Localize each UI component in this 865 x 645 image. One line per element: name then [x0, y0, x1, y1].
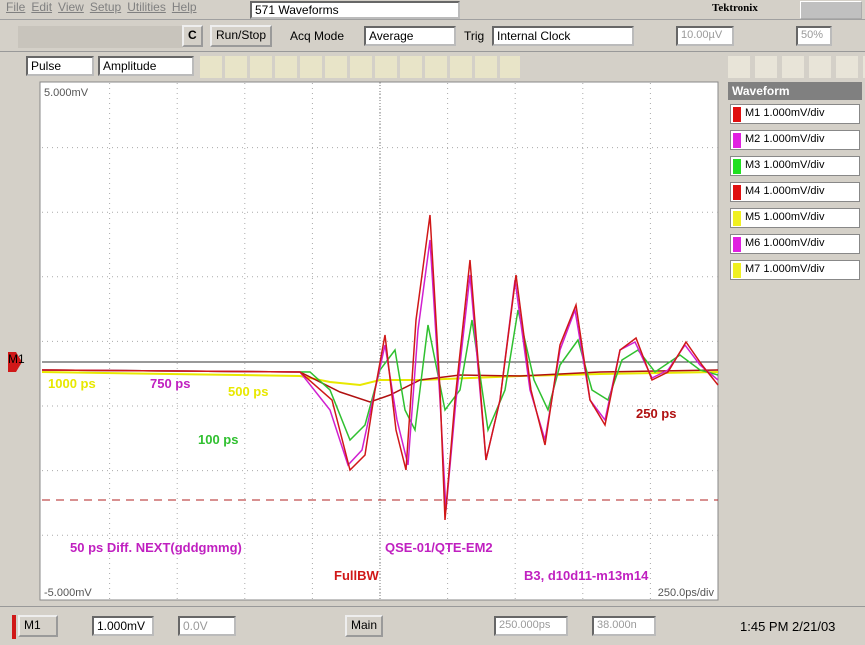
trig-select[interactable]: Internal Clock	[492, 26, 634, 46]
menu-utilities[interactable]: Utilities	[127, 0, 166, 14]
channel-label: M5 1.000mV/div	[745, 211, 825, 223]
label-250ps: 250 ps	[636, 406, 676, 421]
panel-header: Waveform	[728, 82, 862, 100]
channel-entry[interactable]: M1 1.000mV/div	[730, 104, 860, 124]
channel-color	[733, 107, 741, 122]
trace-100ps	[41, 309, 719, 442]
acq-mode-label: Acq Mode	[290, 29, 345, 43]
status-color	[12, 615, 16, 639]
status-scale[interactable]: 1.000mV	[92, 616, 154, 636]
run-stop-button[interactable]: Run/Stop	[210, 25, 273, 47]
channel-color	[733, 211, 741, 226]
tool-icons[interactable]	[18, 26, 183, 48]
measure-toolbar: Pulse Amplitude	[0, 53, 865, 81]
channel-label: M3 1.000mV/div	[745, 159, 825, 171]
label-config: B3, d10d11-m13m14	[524, 568, 649, 583]
trace-fullbw	[41, 214, 719, 521]
menu-help[interactable]: Help	[171, 0, 197, 14]
status-main[interactable]: Main	[345, 615, 384, 637]
channel-entry[interactable]: M2 1.000mV/div	[730, 130, 860, 150]
plot-area	[39, 81, 719, 601]
channel-color	[733, 237, 741, 252]
time-scale: 250.0ps/div	[658, 587, 715, 599]
label-fullbw: FullBW	[334, 568, 379, 583]
m1-label: M1	[8, 352, 25, 366]
label-100ps: 100 ps	[198, 432, 238, 447]
label-next: 50 ps Diff. NEXT(gddgmmg)	[70, 540, 242, 555]
channel-color	[733, 185, 741, 200]
window-controls[interactable]	[800, 1, 862, 19]
channel-entry[interactable]: M5 1.000mV/div	[730, 208, 860, 228]
channel-label: M2 1.000mV/div	[745, 133, 825, 145]
pulse-select[interactable]: Pulse	[26, 56, 94, 76]
channel-label: M6 1.000mV/div	[745, 237, 825, 249]
channel-label: M7 1.000mV/div	[745, 263, 825, 275]
toolbar: C Run/Stop Acq Mode Average Trig Interna…	[0, 22, 865, 52]
channel-label: M1 1.000mV/div	[745, 107, 825, 119]
clear-button[interactable]: C	[182, 25, 203, 47]
label-500ps: 500 ps	[228, 384, 268, 399]
menu-setup[interactable]: Setup	[89, 0, 122, 14]
trig-percent[interactable]: 50%	[796, 26, 832, 46]
menu-view[interactable]: View	[58, 0, 84, 14]
channel-entry[interactable]: M3 1.000mV/div	[730, 156, 860, 176]
trig-level[interactable]: 10.00µV	[676, 26, 734, 46]
status-clock: 1:45 PM 2/21/03	[740, 619, 836, 634]
channel-entry[interactable]: M4 1.000mV/div	[730, 182, 860, 202]
acq-mode-select[interactable]: Average	[364, 26, 456, 46]
menu-file[interactable]: File	[6, 0, 26, 14]
channel-entry[interactable]: M7 1.000mV/div	[730, 260, 860, 280]
status-delay[interactable]: 38.000n	[592, 616, 656, 636]
brand: Tektronix	[712, 2, 758, 14]
amplitude-select[interactable]: Amplitude	[98, 56, 194, 76]
trig-label: Trig	[464, 29, 485, 43]
menu-edit[interactable]: Edit	[31, 0, 53, 14]
plot: M1 5.000mV -5.000mV 250.0ps/div 1000 ps …	[8, 81, 719, 601]
channel-label: M4 1.000mV/div	[745, 185, 825, 197]
channel-color	[733, 133, 741, 148]
top-scale: 5.000mV	[44, 87, 89, 99]
m1-marker	[8, 352, 22, 372]
status-bar: M1 1.000mV 0.0V Main 250.000ps 38.000n 1…	[0, 606, 865, 645]
status-channel[interactable]: M1	[18, 615, 58, 637]
label-connector: QSE-01/QTE-EM2	[385, 540, 493, 555]
channel-color	[733, 263, 741, 278]
status-offset[interactable]: 0.0V	[178, 616, 236, 636]
channel-entry[interactable]: M6 1.000mV/div	[730, 234, 860, 254]
bottom-scale: -5.000mV	[44, 587, 92, 599]
panel-icons[interactable]	[728, 56, 865, 78]
channel-color	[733, 159, 741, 174]
status-position[interactable]: 250.000ps	[494, 616, 568, 636]
measure-icons[interactable]	[200, 56, 520, 78]
waveform-count: 571 Waveforms	[250, 1, 460, 19]
label-750ps: 750 ps	[150, 376, 190, 391]
label-1000ps: 1000 ps	[48, 376, 96, 391]
